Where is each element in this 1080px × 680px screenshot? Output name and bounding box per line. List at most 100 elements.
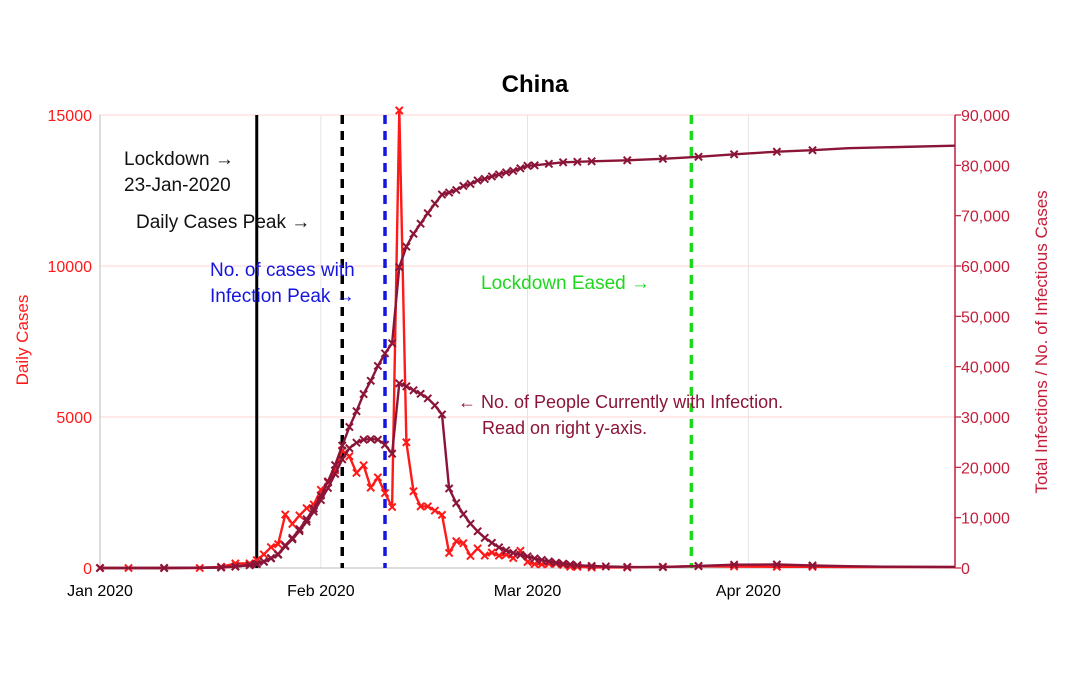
data-point	[280, 541, 290, 551]
y-tick-label-right: 10,000	[961, 511, 1010, 528]
data-point	[501, 546, 511, 555]
data-point	[402, 242, 411, 251]
data-point	[359, 461, 368, 470]
data-point	[694, 561, 703, 571]
data-point	[437, 510, 447, 520]
data-point	[259, 557, 269, 567]
data-point	[409, 486, 418, 496]
data-point	[380, 488, 390, 498]
data-point	[416, 389, 425, 399]
data-point	[295, 526, 304, 536]
data-point	[316, 495, 326, 505]
data-point	[808, 145, 817, 155]
data-point	[387, 338, 397, 348]
data-point	[487, 538, 497, 548]
data-point	[444, 548, 454, 558]
data-point	[359, 435, 368, 444]
data-point	[216, 563, 226, 572]
data-point	[622, 562, 632, 572]
data-point	[480, 551, 490, 560]
data-point	[345, 443, 354, 453]
data-point	[573, 157, 582, 167]
y-tick-label-right: 60,000	[961, 259, 1010, 276]
data-point	[409, 386, 418, 395]
data-point	[352, 438, 361, 447]
data-point	[480, 174, 490, 184]
data-point	[359, 389, 368, 399]
x-tick-label: Feb 2020	[287, 583, 355, 600]
data-point	[658, 562, 668, 572]
label-layer: ← No. of People Currently with Infection…	[124, 149, 783, 438]
y-tick-label-left: 10000	[48, 259, 93, 276]
data-point	[302, 517, 311, 527]
data-point	[451, 185, 461, 195]
data-point	[423, 502, 433, 511]
data-point	[266, 542, 276, 552]
data-point	[373, 473, 383, 482]
data-point	[387, 502, 397, 512]
data-point	[516, 164, 525, 173]
data-point	[530, 554, 539, 563]
data-point	[352, 468, 361, 478]
data-point	[565, 560, 575, 569]
data-point	[380, 349, 390, 358]
data-point	[402, 381, 411, 391]
data-point	[323, 483, 333, 493]
data-point	[501, 168, 511, 177]
event-annotation: Daily Cases Peak →	[136, 212, 310, 233]
data-point	[451, 498, 461, 508]
data-point	[772, 147, 782, 157]
event-annotation: Infection Peak →	[210, 286, 355, 307]
data-point	[459, 181, 468, 191]
data-point	[544, 159, 554, 169]
data-point	[437, 410, 447, 419]
data-point	[480, 533, 490, 543]
data-point	[394, 106, 404, 115]
data-point	[352, 406, 361, 416]
data-point	[409, 229, 418, 239]
data-point	[337, 454, 347, 464]
data-point	[523, 161, 532, 171]
event-annotation: Lockdown →	[124, 149, 234, 170]
y-tick-label-left: 15000	[48, 108, 93, 125]
data-point	[601, 562, 611, 571]
data-point	[558, 559, 568, 569]
y-axis-label-right: Total Infections / No. of Infectious Cas…	[1032, 190, 1051, 493]
y-tick-label-right: 70,000	[961, 209, 1010, 226]
chart-title: China	[502, 71, 569, 98]
data-point	[387, 449, 397, 459]
y-tick-label-right: 30,000	[961, 410, 1010, 427]
data-point	[245, 560, 254, 570]
data-point	[444, 188, 454, 197]
data-point	[494, 543, 504, 552]
data-point	[380, 440, 390, 449]
y-tick-label-right: 20,000	[961, 460, 1010, 477]
data-point	[729, 560, 739, 570]
data-point	[295, 511, 304, 520]
x-tick-label: Mar 2020	[494, 583, 562, 600]
data-point	[573, 560, 582, 570]
data-point	[423, 208, 433, 218]
data-point	[273, 550, 283, 560]
y-tick-label-left: 0	[83, 561, 92, 578]
data-point	[658, 154, 668, 164]
y-axis-label-left: Daily Cases	[13, 295, 32, 386]
series-layer	[95, 106, 956, 573]
data-point	[394, 262, 404, 272]
x-tick-label: Apr 2020	[716, 583, 781, 600]
data-point	[337, 441, 347, 450]
data-point	[309, 507, 319, 516]
y-tick-label-right: 50,000	[961, 309, 1010, 326]
data-point	[416, 502, 425, 511]
data-point	[473, 526, 482, 536]
data-point	[487, 172, 497, 181]
data-point	[280, 510, 290, 519]
data-point	[373, 361, 383, 371]
data-point	[159, 563, 169, 573]
data-point	[729, 149, 739, 159]
data-point	[273, 539, 283, 549]
data-point	[416, 219, 425, 229]
data-point	[259, 550, 269, 559]
